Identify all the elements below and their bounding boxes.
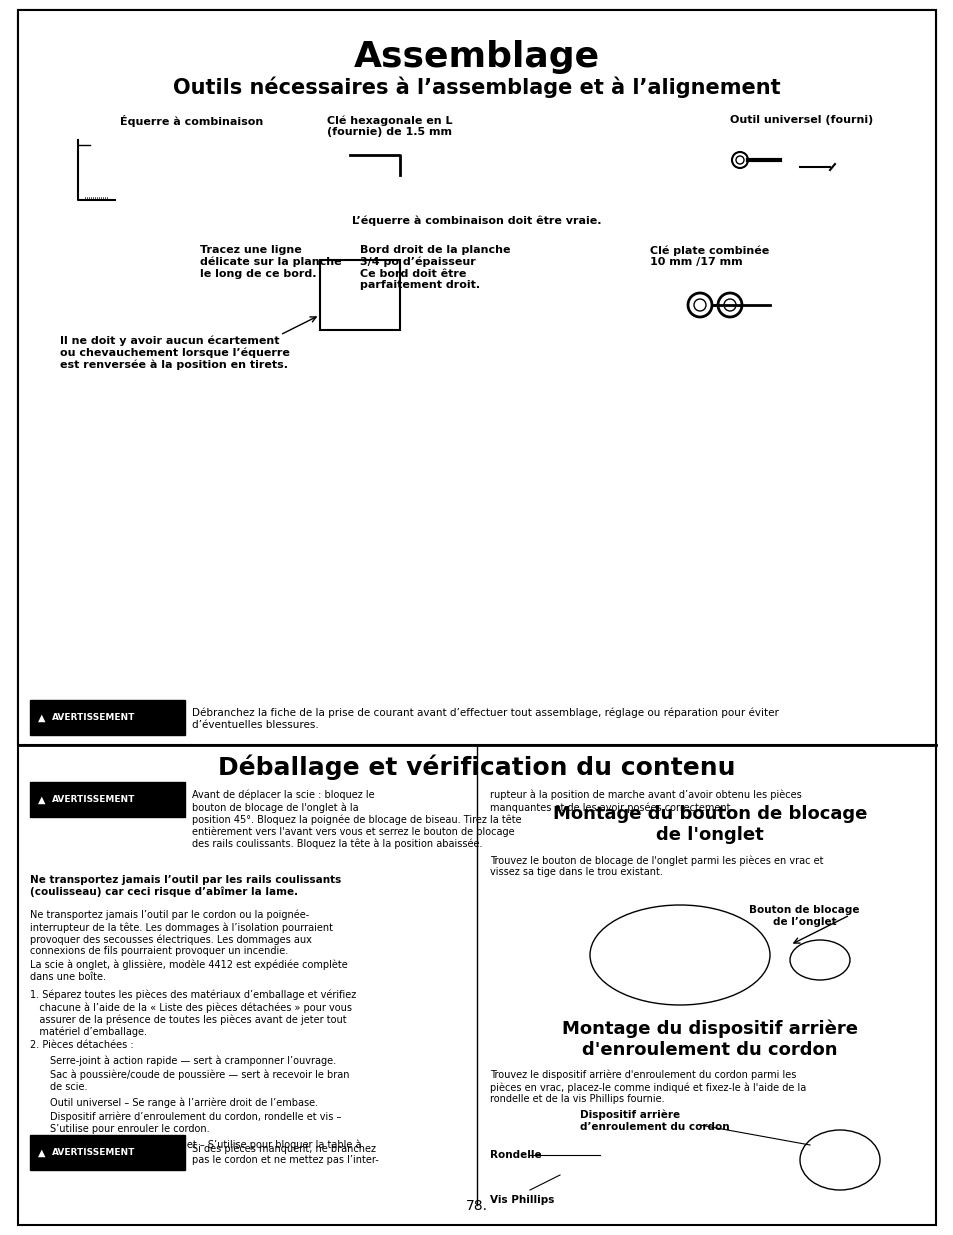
Text: Clé plate combinée
10 mm /17 mm: Clé plate combinée 10 mm /17 mm (649, 245, 768, 267)
Text: Dispositif arrière
d’enroulement du cordon: Dispositif arrière d’enroulement du cord… (579, 1110, 729, 1132)
Text: 2. Pièces détachées :: 2. Pièces détachées : (30, 1040, 133, 1050)
FancyBboxPatch shape (30, 700, 185, 735)
Text: Sac à poussière/coude de poussière — sert à recevoir le bran
de scie.: Sac à poussière/coude de poussière — ser… (50, 1070, 349, 1092)
Text: Montage du bouton de blocage
de l'onglet: Montage du bouton de blocage de l'onglet (552, 805, 866, 844)
Text: Outils nécessaires à l’assemblage et à l’alignement: Outils nécessaires à l’assemblage et à l… (173, 77, 780, 99)
Text: Il ne doit y avoir aucun écartement
ou chevauchement lorsque l’équerre
est renve: Il ne doit y avoir aucun écartement ou c… (60, 335, 290, 370)
Text: Bouton de blocage
de l’onglet: Bouton de blocage de l’onglet (749, 905, 859, 926)
Text: ▲: ▲ (38, 794, 46, 804)
Text: AVERTISSEMENT: AVERTISSEMENT (52, 795, 135, 804)
Text: La scie à onglet, à glissière, modèle 4412 est expédiée complète
dans une boîte.: La scie à onglet, à glissière, modèle 44… (30, 960, 348, 982)
Text: Trouvez le bouton de blocage de l'onglet parmi les pièces en vrac et
vissez sa t: Trouvez le bouton de blocage de l'onglet… (490, 855, 822, 877)
Text: 1. Séparez toutes les pièces des matériaux d’emballage et vérifiez
   chacune à : 1. Séparez toutes les pièces des matéria… (30, 990, 355, 1037)
Text: rupteur à la position de marche avant d’avoir obtenu les pièces
manquantes et de: rupteur à la position de marche avant d’… (490, 790, 801, 813)
FancyBboxPatch shape (18, 10, 935, 1225)
Text: Serre-joint à action rapide — sert à cramponner l’ouvrage.: Serre-joint à action rapide — sert à cra… (50, 1055, 335, 1066)
Text: Déballage et vérification du contenu: Déballage et vérification du contenu (218, 755, 735, 781)
Text: Équerre à combinaison: Équerre à combinaison (120, 115, 263, 127)
Text: Rondelle: Rondelle (490, 1150, 541, 1160)
FancyBboxPatch shape (30, 1135, 185, 1170)
Text: Clé hexagonale en L
(fournie) de 1.5 mm: Clé hexagonale en L (fournie) de 1.5 mm (327, 115, 453, 137)
Text: Montage du dispositif arrière
d'enroulement du cordon: Montage du dispositif arrière d'enroulem… (561, 1020, 857, 1060)
Text: AVERTISSEMENT: AVERTISSEMENT (52, 713, 135, 722)
Text: 78.: 78. (465, 1199, 488, 1213)
Text: Si des pièces manquent, ne branchez
pas le cordon et ne mettez pas l’inter-: Si des pièces manquent, ne branchez pas … (192, 1144, 378, 1165)
FancyBboxPatch shape (30, 782, 185, 818)
Text: Assemblage: Assemblage (354, 40, 599, 74)
Text: Vis Phillips: Vis Phillips (490, 1195, 554, 1205)
Text: Bouton de blocage de l’onglet – S’utilise pour bloquer la table à
l’angle d’ongl: Bouton de blocage de l’onglet – S’utilis… (50, 1139, 361, 1162)
Text: Débranchez la fiche de la prise de courant avant d’effectuer tout assemblage, ré: Débranchez la fiche de la prise de coura… (192, 708, 778, 730)
Text: Outil universel (fourni): Outil universel (fourni) (729, 115, 872, 125)
Ellipse shape (589, 905, 769, 1005)
Text: Avant de déplacer la scie : bloquez le
bouton de blocage de l'onglet à la
positi: Avant de déplacer la scie : bloquez le b… (192, 790, 521, 850)
Text: ▲: ▲ (38, 713, 46, 722)
Ellipse shape (789, 940, 849, 981)
FancyBboxPatch shape (319, 261, 399, 330)
Text: Dispositif arrière d’enroulement du cordon, rondelle et vis –
S’utilise pour enr: Dispositif arrière d’enroulement du cord… (50, 1112, 341, 1134)
FancyBboxPatch shape (18, 10, 935, 745)
Text: Ne transportez jamais l’outil par les rails coulissants
(coulisseau) car ceci ri: Ne transportez jamais l’outil par les ra… (30, 876, 341, 897)
Text: Trouvez le dispositif arrière d'enroulement du cordon parmi les
pièces en vrac, : Trouvez le dispositif arrière d'enroulem… (490, 1070, 805, 1104)
Text: ▲: ▲ (38, 1147, 46, 1157)
Text: Outil universel – Se range à l’arrière droit de l’embase.: Outil universel – Se range à l’arrière d… (50, 1097, 317, 1108)
Text: Bord droit de la planche
3/4 po d’épaisseur
Ce bord doit être
parfaitement droit: Bord droit de la planche 3/4 po d’épaiss… (359, 245, 510, 290)
Text: AVERTISSEMENT: AVERTISSEMENT (52, 1149, 135, 1157)
Ellipse shape (800, 1130, 879, 1191)
Text: Ne transportez jamais l’outil par le cordon ou la poignée-
interrupteur de la tê: Ne transportez jamais l’outil par le cor… (30, 910, 333, 956)
Text: L’équerre à combinaison doit être vraie.: L’équerre à combinaison doit être vraie. (352, 215, 601, 226)
Text: Tracez une ligne
délicate sur la planche
le long de ce bord.: Tracez une ligne délicate sur la planche… (200, 245, 341, 279)
